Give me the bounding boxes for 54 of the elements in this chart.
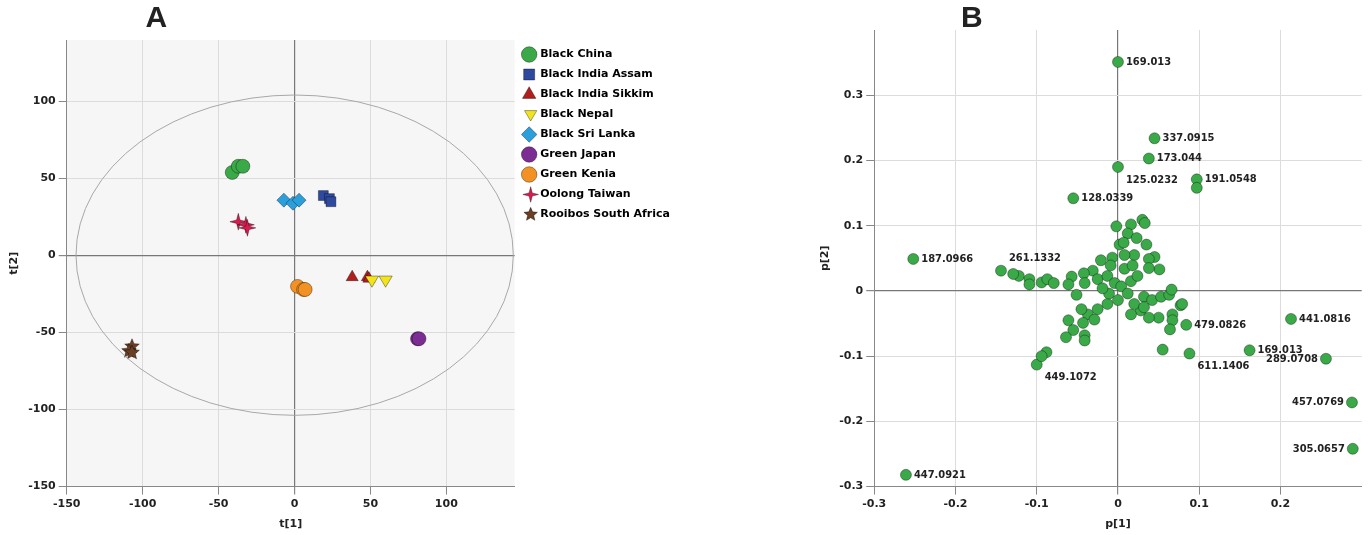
x-tick-label: 0.1 [1189,497,1209,511]
y-tick-label: 0.1 [843,218,864,232]
y-tick-label: -50 [35,325,57,339]
legend-label: Rooibos South Africa [540,207,671,221]
annotation: 173.044 [1156,151,1203,165]
x-axis-title: p[1] [1105,517,1131,531]
x-tick-label: -0.1 [1024,497,1049,511]
legend-label: Oolong Taiwan [540,187,631,201]
annotation: 337.0915 [1162,131,1215,145]
y-tick-label: 0 [48,248,57,262]
annotation: 611.1406 [1197,359,1250,373]
x-tick-label: -0.2 [943,497,968,511]
annotation: 457.0769 [1291,395,1345,409]
x-tick-label: 100 [434,497,459,511]
legend-label: Black China [540,47,613,61]
y-tick-label: -150 [28,479,57,493]
legend-label: Black Sri Lanka [540,127,636,141]
x-tick-label: 50 [362,497,379,511]
chart-title: A [145,0,168,34]
x-tick-label: 0 [1114,497,1123,511]
x-tick-label: -150 [52,497,81,511]
y-tick-label: 0.3 [843,88,864,102]
annotation: 447.0921 [913,467,967,481]
x-axis-title: t[1] [279,517,303,531]
x-tick-label: 0 [290,497,299,511]
y-axis-title: p[2] [818,245,832,272]
x-tick-label: 0.2 [1270,497,1291,511]
y-tick-label: -0.3 [839,479,864,493]
x-tick-label: -100 [128,497,157,511]
y-tick-label: 50 [40,171,57,185]
y-axis-title: t[2] [7,251,21,275]
annotation: 479.0826 [1194,317,1247,331]
y-tick-label: -100 [28,402,57,416]
annotation: 261.1332 [1008,250,1062,264]
legend-label: Black Nepal [540,107,614,121]
legend-label: Green Japan [540,147,616,161]
y-tick-label: -0.2 [839,414,864,428]
y-tick-label: -0.1 [839,349,864,362]
annotation: 169.013 [1125,54,1172,68]
legend-label: Black India Assam [540,67,653,81]
annotation: 441.0816 [1299,311,1352,325]
chart-title: B [960,0,983,34]
y-tick-label: 0.2 [843,153,864,167]
y-tick-label: 100 [32,94,57,108]
annotation: 449.1072 [1044,370,1097,384]
legend-label: Black India Sikkim [540,87,654,101]
x-tick-label: -50 [208,497,229,511]
x-tick-label: -0.3 [862,497,887,511]
y-tick-label: 0 [855,283,864,297]
legend-label: Green Kenia [540,167,617,181]
annotation: 191.0548 [1204,172,1257,186]
annotation: 125.0232 [1125,172,1179,186]
annotation: 187.0966 [921,251,974,265]
annotation: 305.0657 [1292,441,1345,455]
